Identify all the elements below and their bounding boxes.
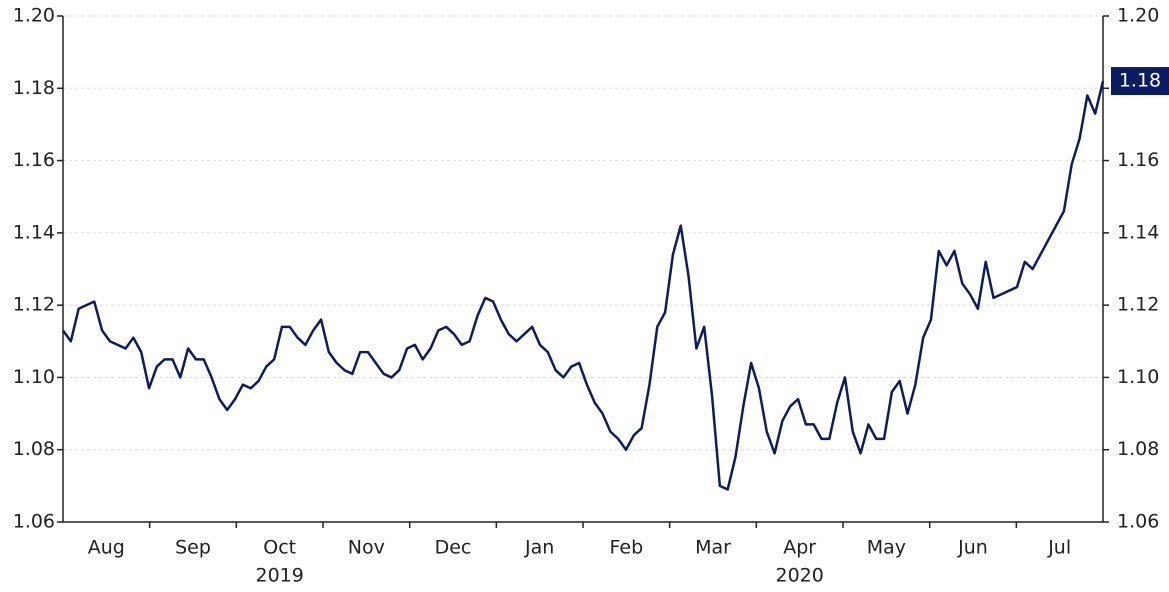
x-tick-label: Jul — [1047, 537, 1071, 559]
x-tick-label: Oct — [263, 537, 296, 559]
y-tick-label: 1.20 — [13, 5, 55, 27]
y-tick-label: 1.16 — [13, 149, 55, 171]
y2-tick-label: 1.06 — [1117, 511, 1159, 533]
y2-tick-label: 1.20 — [1117, 5, 1159, 27]
y2-tick-label: 1.08 — [1117, 438, 1159, 460]
y-tick-label: 1.12 — [13, 294, 55, 316]
x-tick-label: Dec — [435, 537, 472, 559]
x-tick-label: Mar — [695, 537, 731, 559]
last-value-box — [1111, 67, 1169, 96]
y2-tick-label: 1.10 — [1117, 366, 1159, 388]
x-tick-label: Aug — [88, 537, 125, 559]
y2-tick-label: 1.12 — [1117, 294, 1159, 316]
year-label: 2020 — [775, 565, 823, 587]
year-label: 2019 — [255, 565, 303, 587]
x-tick-label: Jun — [957, 537, 988, 559]
y2-tick-label: 1.14 — [1117, 221, 1159, 243]
y-tick-label: 1.18 — [13, 77, 55, 99]
x-tick-label: Jan — [524, 537, 554, 559]
y-tick-label: 1.10 — [13, 366, 55, 388]
x-tick-label: Feb — [610, 537, 644, 559]
x-tick-label: Nov — [348, 537, 385, 559]
last-value-label: 1.18 — [1119, 70, 1161, 92]
y2-tick-label: 1.16 — [1117, 149, 1159, 171]
x-tick-label: Sep — [175, 537, 211, 559]
x-tick-label: Apr — [783, 537, 816, 559]
x-tick-label: May — [867, 537, 906, 559]
y-tick-label: 1.08 — [13, 438, 55, 460]
series-line — [61, 80, 1105, 491]
y-tick-label: 1.06 — [13, 511, 55, 533]
y-tick-label: 1.14 — [13, 221, 55, 243]
